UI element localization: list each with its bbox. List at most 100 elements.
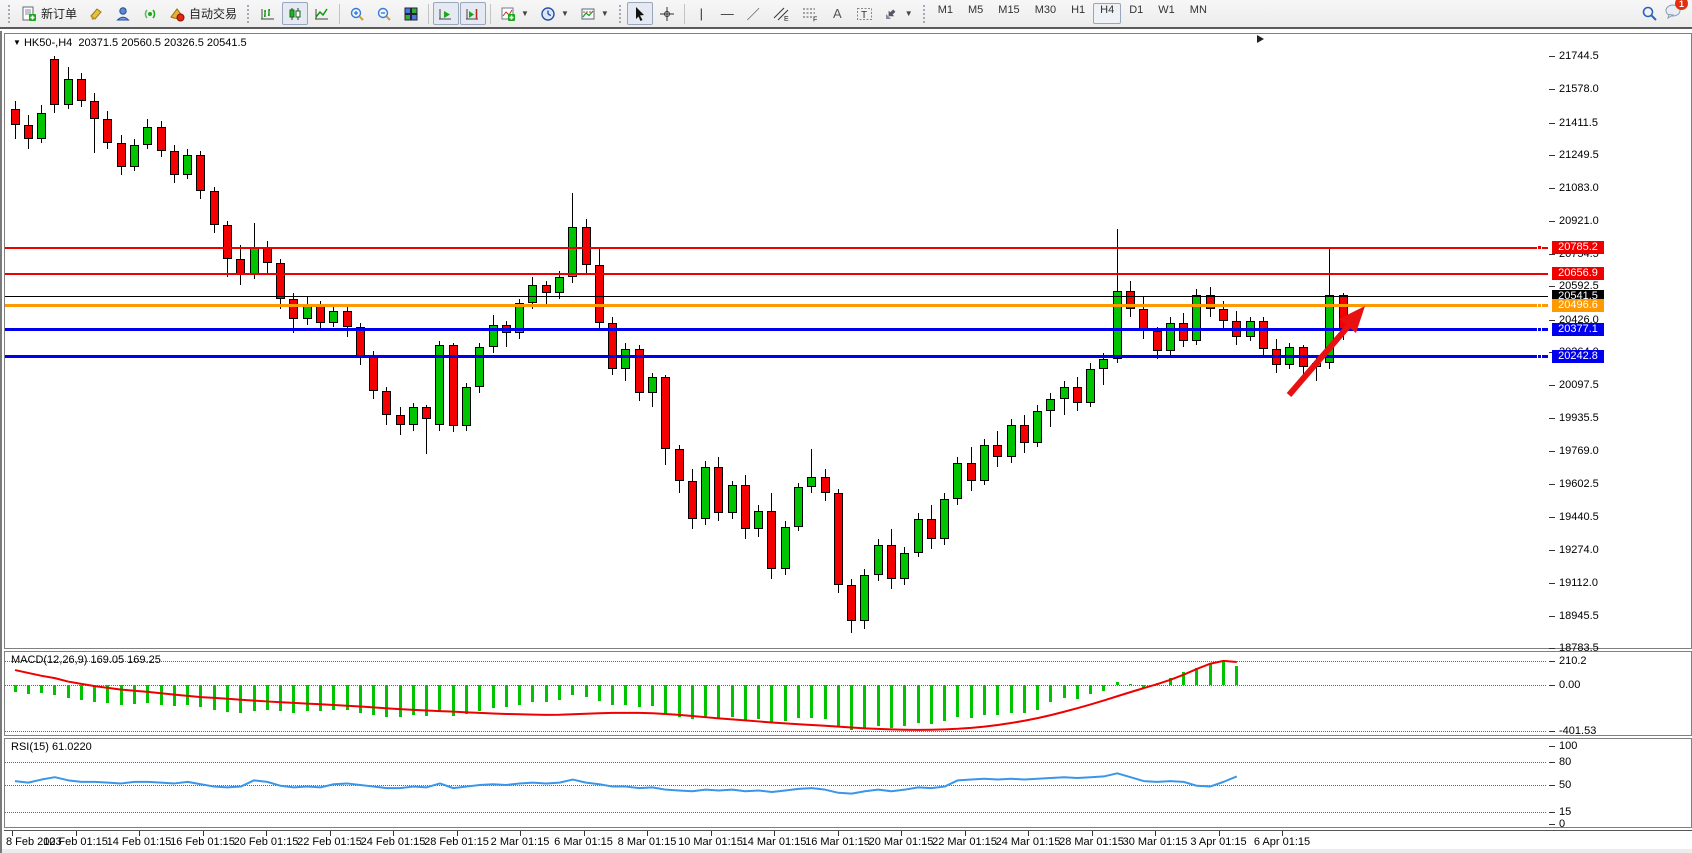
rsi-panel[interactable]: RSI(15) 61.0220 100 80 50 15 0 bbox=[4, 738, 1692, 830]
bullish-candle bbox=[1099, 358, 1109, 369]
bearish-candle bbox=[541, 284, 551, 293]
bullish-candle bbox=[63, 78, 73, 105]
timeframe-button-d1[interactable]: D1 bbox=[1129, 4, 1144, 16]
periods-button[interactable]: ▼ bbox=[535, 2, 574, 25]
line-handle[interactable] bbox=[1537, 303, 1542, 309]
indicators-button[interactable]: ▼ bbox=[495, 2, 534, 25]
bearish-candle bbox=[422, 406, 432, 419]
bar-chart-button[interactable] bbox=[255, 2, 281, 25]
bottom-strip bbox=[2, 849, 1692, 853]
horizontal-level-line[interactable] bbox=[5, 272, 1548, 275]
cursor-button[interactable] bbox=[626, 2, 653, 25]
bearish-candle bbox=[608, 322, 618, 369]
bearish-candle bbox=[594, 264, 604, 323]
macd-histogram-bar bbox=[1115, 681, 1119, 685]
timeframe-button-m15[interactable]: M15 bbox=[998, 4, 1020, 16]
equidistant-channel-button[interactable]: E bbox=[767, 2, 795, 25]
line-handle[interactable] bbox=[1537, 245, 1542, 251]
horizontal-level-line[interactable] bbox=[5, 354, 1548, 358]
text-label-button[interactable]: T bbox=[851, 2, 878, 25]
arrows-button[interactable]: ▼ bbox=[879, 2, 918, 25]
notifications-button[interactable]: 1 bbox=[1664, 0, 1688, 24]
time-axis-tick bbox=[1155, 831, 1156, 836]
bullish-candle bbox=[1112, 290, 1122, 359]
search-icon[interactable] bbox=[1641, 5, 1658, 22]
bearish-candle bbox=[342, 310, 352, 327]
macd-panel[interactable]: MACD(12,26,9) 169.05 169.25 210.2 0.00 -40… bbox=[4, 651, 1692, 737]
svg-text:E: E bbox=[784, 16, 789, 22]
timeframe-button-w1[interactable]: W1 bbox=[1158, 4, 1175, 16]
macd-histogram-bar bbox=[757, 685, 761, 719]
horizontal-level-line[interactable] bbox=[5, 296, 1548, 298]
bearish-candle bbox=[209, 190, 219, 225]
bullish-candle bbox=[873, 544, 883, 575]
macd-histogram-bar bbox=[730, 685, 734, 718]
horizontal-line-button[interactable]: — bbox=[715, 2, 740, 25]
price-axis-label: 19440.5 bbox=[1559, 510, 1599, 523]
timeframe-button-mn[interactable]: MN bbox=[1189, 4, 1207, 16]
zoom-in-icon bbox=[350, 7, 364, 21]
timeframe-button-m30[interactable]: M30 bbox=[1034, 4, 1057, 16]
svg-text:F: F bbox=[813, 16, 817, 22]
price-axis-tick bbox=[1549, 451, 1555, 453]
chart-shift-button[interactable] bbox=[460, 2, 487, 25]
horizontal-level-line[interactable] bbox=[5, 304, 1548, 308]
toolbar-grip[interactable] bbox=[921, 3, 927, 24]
time-axis-tick bbox=[837, 831, 839, 836]
auto-trading-button[interactable]: 自动交易 bbox=[164, 2, 242, 25]
fibonacci-button[interactable]: F bbox=[796, 2, 824, 25]
macd-histogram-bar bbox=[956, 685, 960, 718]
time-axis[interactable]: 8 Feb 2023 10 Feb 01:15 14 Feb 01:15 16 Feb… bbox=[4, 830, 1692, 849]
metaeditor-button[interactable] bbox=[110, 2, 136, 25]
signals-button[interactable] bbox=[137, 2, 163, 25]
macd-histogram-bar bbox=[491, 685, 495, 708]
macd-histogram-bar bbox=[889, 685, 893, 729]
macd-histogram-bar bbox=[372, 685, 376, 715]
macd-histogram-bar bbox=[318, 685, 322, 712]
bullish-candle bbox=[860, 574, 870, 621]
bearish-candle bbox=[156, 126, 166, 151]
crosshair-button[interactable] bbox=[654, 2, 680, 25]
chart-shift-marker[interactable] bbox=[1257, 35, 1264, 43]
zoom-out-button[interactable] bbox=[371, 2, 397, 25]
macd-histogram-bar bbox=[544, 685, 548, 702]
text-button[interactable]: A bbox=[825, 2, 850, 25]
bearish-candle bbox=[382, 390, 392, 415]
macd-histogram-bar bbox=[398, 685, 402, 718]
horizontal-level-line[interactable] bbox=[5, 327, 1548, 331]
price-chart-panel[interactable]: ▼ HK50-,H4 20371.5 20560.5 20326.5 20541… bbox=[4, 33, 1692, 654]
bearish-candle bbox=[76, 78, 86, 101]
bullish-candle bbox=[940, 498, 950, 539]
bearish-candle bbox=[1179, 322, 1189, 341]
time-axis-tick bbox=[456, 831, 458, 836]
timeframe-button-m1[interactable]: M1 bbox=[937, 4, 953, 16]
line-handle[interactable] bbox=[1537, 353, 1542, 359]
macd-histogram-bar bbox=[1075, 685, 1079, 699]
timeframe-button-h1[interactable]: H1 bbox=[1071, 4, 1086, 16]
timeframe-button-m5[interactable]: M5 bbox=[968, 4, 984, 16]
toolbar-grip[interactable] bbox=[7, 3, 12, 24]
bearish-candle bbox=[767, 510, 777, 569]
toolbar-grip[interactable] bbox=[246, 3, 252, 24]
zoom-in-button[interactable] bbox=[344, 2, 370, 25]
styler-button[interactable] bbox=[83, 2, 109, 25]
timeframe-button-h4[interactable]: H4 bbox=[1093, 3, 1122, 24]
macd-histogram-bar bbox=[119, 685, 123, 706]
price-axis-tick bbox=[1549, 155, 1555, 156]
line-handle[interactable] bbox=[1537, 326, 1542, 332]
horizontal-level-line[interactable] bbox=[5, 246, 1548, 249]
toolbar-grip[interactable] bbox=[617, 3, 623, 24]
candlestick-chart-button[interactable] bbox=[282, 2, 309, 25]
tile-windows-button[interactable] bbox=[398, 2, 424, 25]
bearish-candle bbox=[116, 142, 126, 167]
trend-arrow-annotation[interactable] bbox=[5, 34, 1548, 648]
collapse-triangle-icon[interactable]: ▼ bbox=[13, 38, 21, 47]
templates-button[interactable]: ▼ bbox=[575, 2, 614, 25]
line-chart-button[interactable] bbox=[309, 2, 335, 25]
time-axis-tick bbox=[12, 831, 13, 836]
trendline-button[interactable]: ／ bbox=[741, 2, 766, 25]
vertical-line-button[interactable]: | bbox=[689, 2, 714, 25]
new-order-button[interactable]: 新订单 bbox=[16, 2, 82, 25]
bullish-candle bbox=[953, 462, 963, 499]
auto-scroll-button[interactable] bbox=[433, 2, 460, 25]
